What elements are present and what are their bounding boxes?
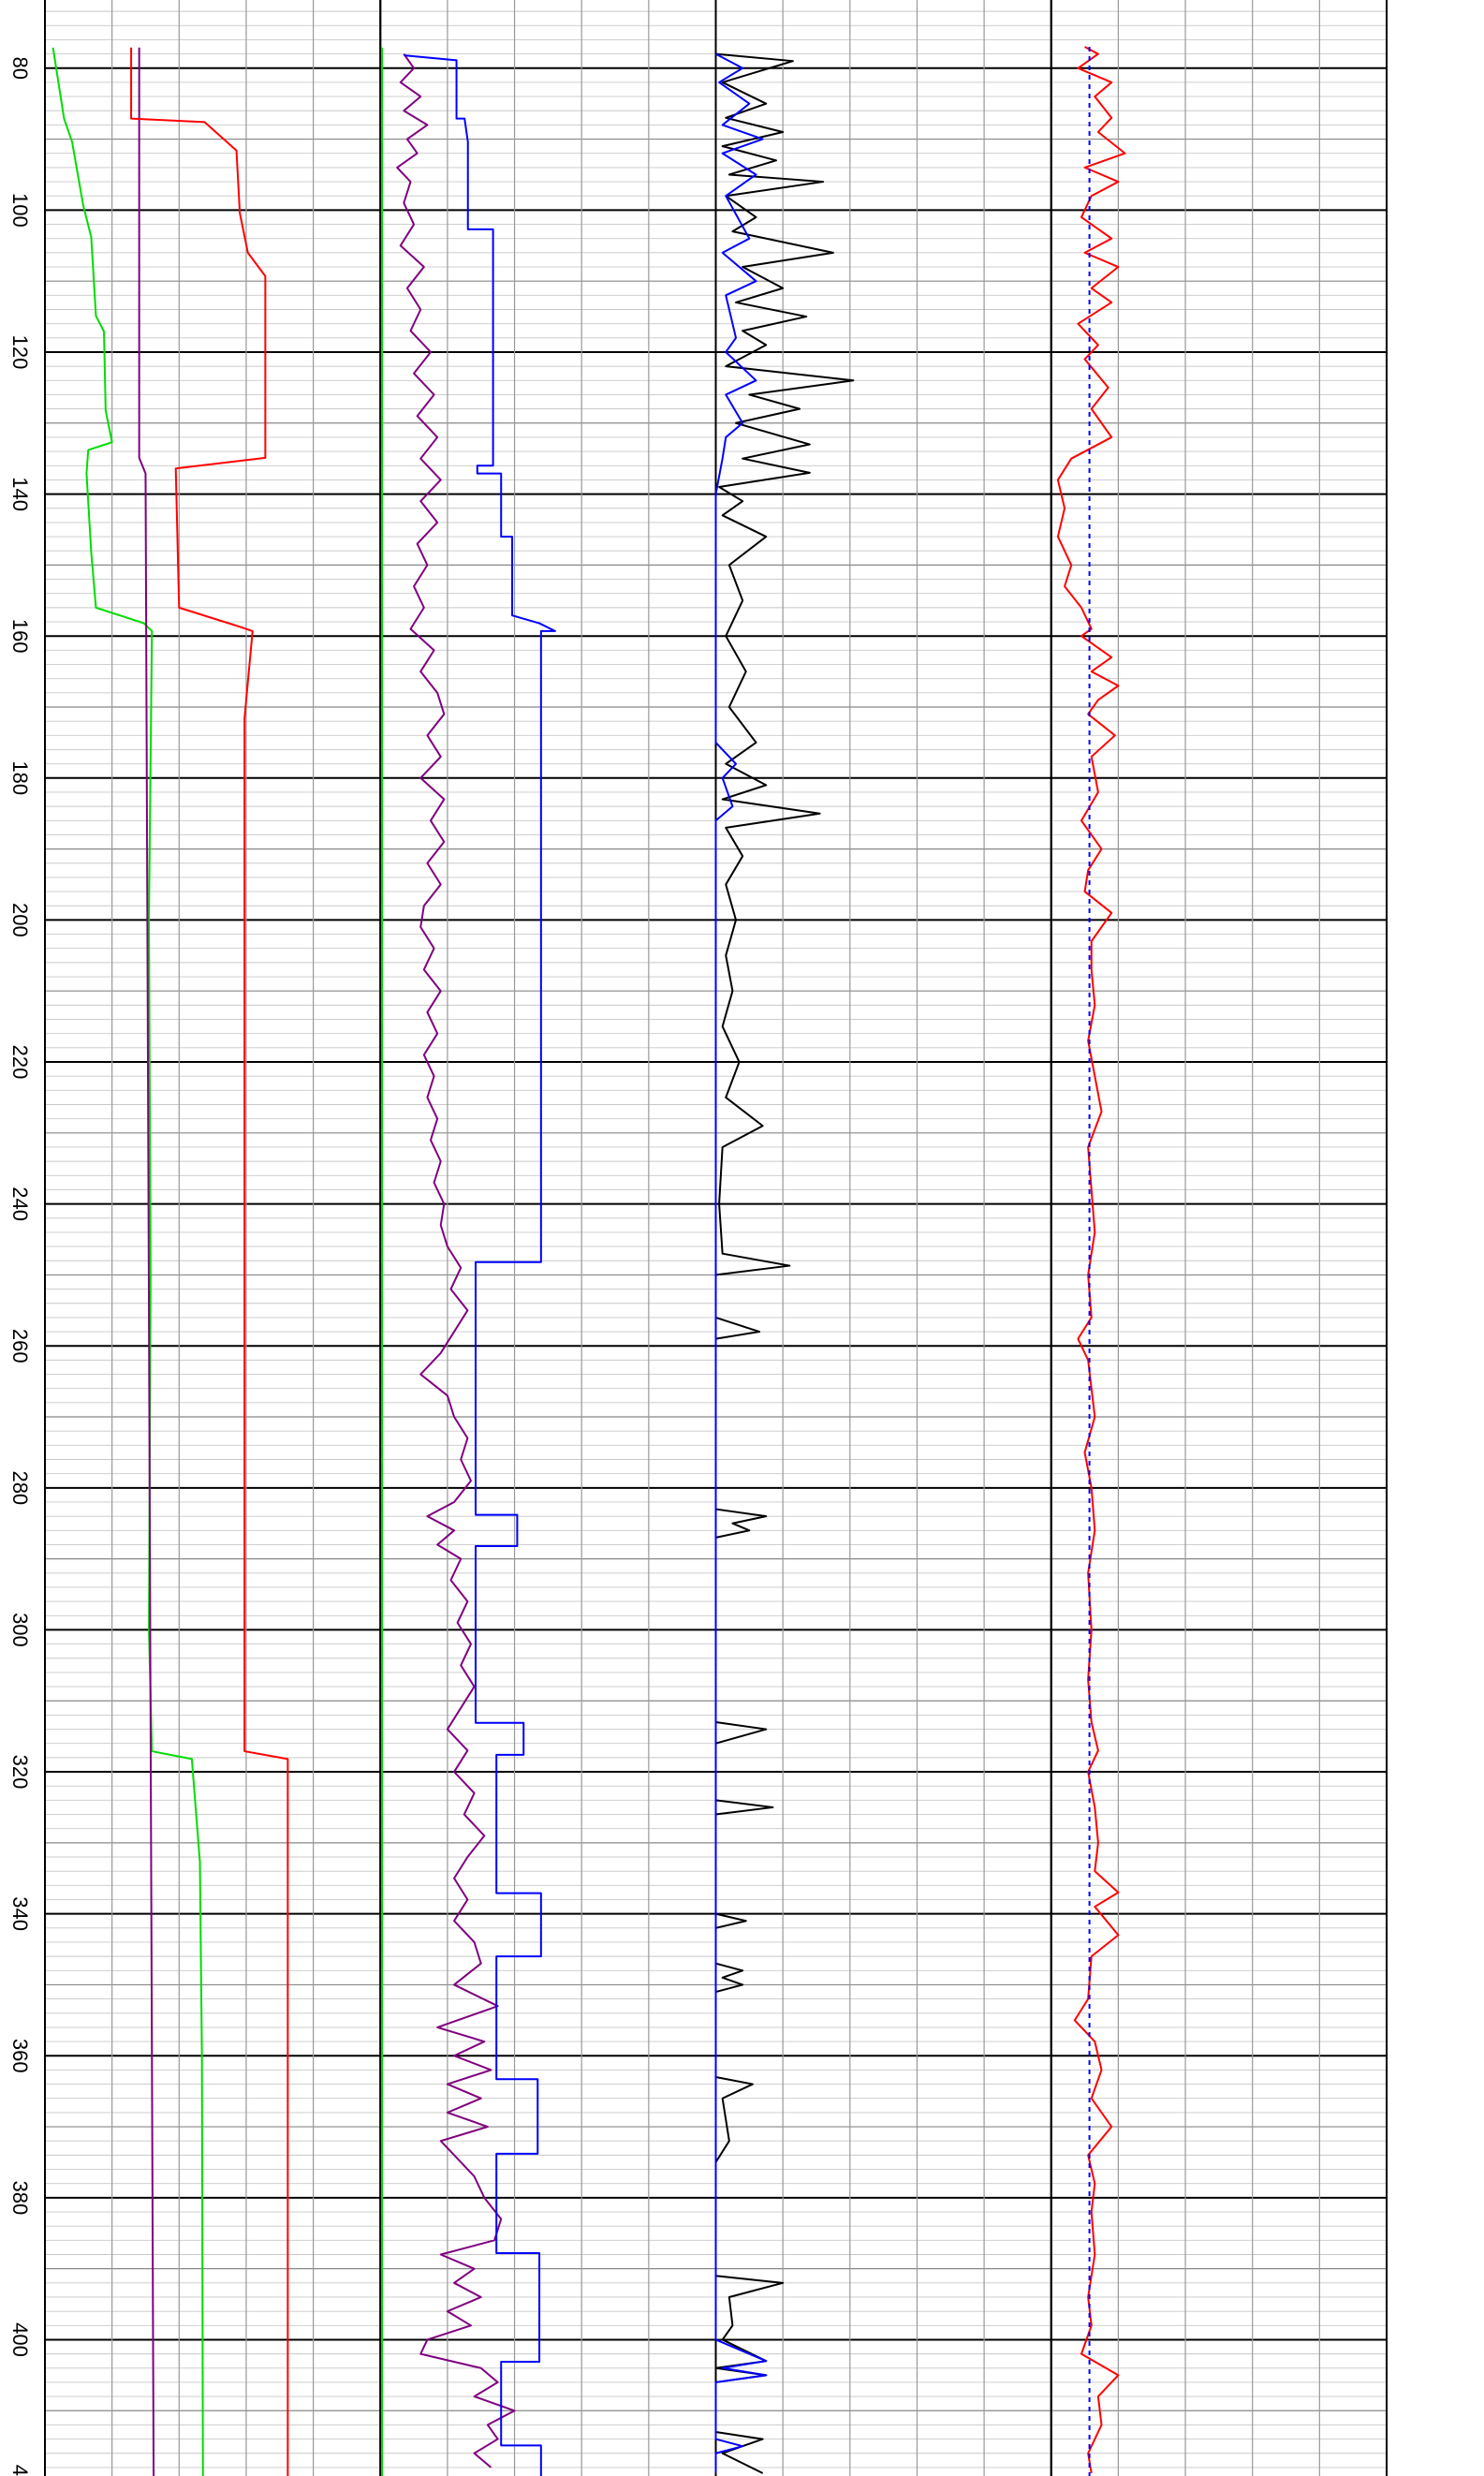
- depth-label: 340: [8, 1896, 32, 1931]
- depth-label: 240: [8, 1186, 32, 1221]
- log-curve: [404, 54, 556, 2476]
- log-curve: [714, 52, 768, 2473]
- log-curve: [51, 47, 204, 2476]
- depth-label: 80: [8, 57, 32, 80]
- log-curve: [130, 47, 289, 2476]
- depth-label: 300: [8, 1613, 32, 1647]
- depth-label: 260: [8, 1329, 32, 1363]
- depth-label: 160: [8, 619, 32, 654]
- depth-label: 280: [8, 1470, 32, 1505]
- depth-label: 400: [8, 2322, 32, 2357]
- depth-label: 200: [8, 903, 32, 937]
- log-curve: [714, 52, 855, 2474]
- depth-label: 100: [8, 193, 32, 228]
- log-curve: [138, 47, 155, 2476]
- depth-label: 220: [8, 1045, 32, 1080]
- depth-label: 180: [8, 760, 32, 795]
- log-curve: [1056, 46, 1126, 2474]
- depth-label: 320: [8, 1755, 32, 1790]
- depth-label: 120: [8, 335, 32, 370]
- depth-label: 420: [8, 2465, 32, 2476]
- depth-label: 380: [8, 2180, 32, 2215]
- log-curve: [396, 53, 516, 2469]
- depth-label: 140: [8, 477, 32, 511]
- depth-label: 360: [8, 2039, 32, 2073]
